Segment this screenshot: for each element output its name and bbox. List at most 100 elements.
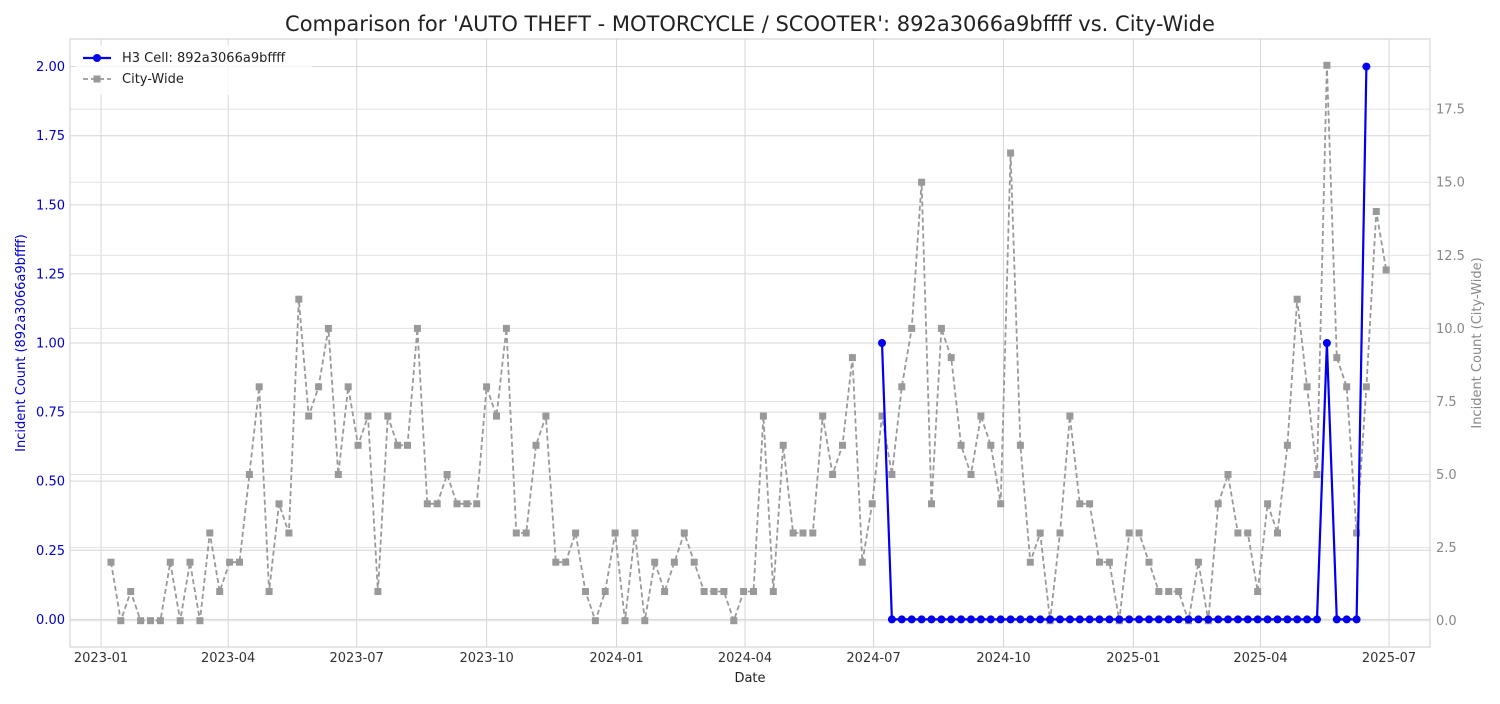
city-wide-point bbox=[1194, 558, 1202, 566]
right-y-axis-label: Incident Count (City-Wide) bbox=[1470, 257, 1485, 428]
city-wide-point bbox=[463, 500, 471, 508]
city-wide-point bbox=[868, 500, 876, 508]
h3-cell-point bbox=[1006, 615, 1015, 624]
city-wide-point bbox=[186, 558, 194, 566]
city-wide-point bbox=[413, 324, 421, 332]
city-wide-point bbox=[137, 617, 145, 625]
city-wide-point bbox=[700, 588, 708, 595]
x-tick-label: 2025-01 bbox=[1106, 651, 1160, 666]
city-wide-point bbox=[562, 558, 570, 566]
city-wide-point bbox=[1313, 471, 1321, 478]
city-wide-point bbox=[1303, 383, 1311, 391]
h3-cell-point bbox=[1085, 615, 1094, 624]
city-wide-point bbox=[255, 383, 263, 391]
right-y-tick-label: 12.5 bbox=[1436, 249, 1465, 264]
h3-cell-point bbox=[1115, 615, 1124, 624]
city-wide-point bbox=[354, 441, 362, 449]
city-wide-point bbox=[107, 558, 115, 566]
city-wide-point bbox=[433, 500, 441, 508]
city-wide-point bbox=[206, 529, 214, 537]
right-y-tick-label: 17.5 bbox=[1436, 103, 1465, 118]
city-wide-point bbox=[295, 295, 303, 303]
h3-cell-point bbox=[1322, 339, 1331, 347]
city-wide-point bbox=[582, 588, 589, 595]
h3-cell-point bbox=[1075, 615, 1084, 624]
series-city-wide bbox=[107, 61, 1390, 625]
h3-cell-point bbox=[1164, 615, 1173, 624]
x-tick-label: 2024-01 bbox=[589, 651, 643, 666]
city-wide-point bbox=[779, 441, 787, 449]
city-wide-point bbox=[265, 588, 273, 595]
h3-cell-point bbox=[957, 615, 966, 624]
city-wide-point bbox=[542, 412, 550, 420]
city-wide-point bbox=[710, 588, 718, 595]
chart-title: Comparison for 'AUTO THEFT - MOTORCYCLE … bbox=[285, 12, 1215, 36]
left-y-tick-label: 1.00 bbox=[36, 337, 65, 352]
city-wide-point bbox=[1274, 529, 1281, 537]
h3-cell-point bbox=[1204, 615, 1213, 624]
city-wide-point bbox=[324, 324, 332, 332]
city-wide-point bbox=[404, 441, 411, 449]
h3-cell-point bbox=[927, 615, 936, 624]
right-y-tick-label: 2.5 bbox=[1436, 541, 1457, 556]
series-layer bbox=[107, 61, 1390, 625]
left-y-axis-label: Incident Count (892a3066a9bffff) bbox=[14, 234, 29, 452]
city-wide-point bbox=[1056, 529, 1064, 537]
h3-cell-point bbox=[996, 615, 1005, 624]
city-wide-line bbox=[110, 64, 1388, 622]
city-wide-point bbox=[334, 471, 342, 478]
city-wide-point bbox=[1016, 441, 1024, 449]
city-wide-point bbox=[1076, 500, 1084, 508]
city-wide-point bbox=[918, 178, 926, 186]
legend-label-city: City-Wide bbox=[122, 72, 184, 87]
city-wide-point bbox=[789, 529, 797, 537]
h3-cell-point bbox=[1253, 615, 1262, 624]
city-wide-point bbox=[987, 441, 995, 449]
left-y-tick-label: 1.25 bbox=[36, 267, 65, 282]
city-wide-point bbox=[730, 617, 738, 625]
h3-cell-point bbox=[1135, 615, 1144, 624]
city-wide-point bbox=[809, 529, 817, 537]
right-y-tick-label: 0.0 bbox=[1436, 614, 1457, 629]
x-tick-label: 2023-10 bbox=[459, 651, 513, 666]
x-axis-label: Date bbox=[734, 671, 765, 686]
h3-cell-point bbox=[1056, 615, 1064, 624]
city-wide-point bbox=[1105, 558, 1113, 566]
city-wide-point bbox=[147, 617, 154, 625]
h3-cell-point bbox=[1342, 615, 1351, 624]
city-wide-point bbox=[690, 558, 698, 566]
h3-cell-point bbox=[947, 615, 956, 624]
city-wide-point bbox=[829, 471, 837, 478]
h3-cell-point bbox=[878, 339, 886, 347]
left-y-tick-label: 0.75 bbox=[36, 406, 65, 421]
legend-marker-city bbox=[93, 75, 101, 83]
h3-cell-point bbox=[1233, 615, 1242, 624]
h3-cell-point bbox=[1243, 615, 1252, 624]
city-wide-point bbox=[908, 324, 916, 332]
h3-cell-point bbox=[1273, 615, 1282, 624]
city-wide-point bbox=[1234, 529, 1242, 537]
city-wide-point bbox=[1026, 558, 1034, 566]
h3-cell-point bbox=[967, 615, 975, 624]
city-wide-point bbox=[957, 441, 965, 449]
city-wide-point bbox=[839, 441, 846, 449]
h3-cell-point bbox=[1352, 615, 1361, 624]
city-wide-point bbox=[898, 383, 906, 391]
city-wide-point bbox=[166, 558, 174, 566]
city-wide-point bbox=[512, 529, 520, 537]
city-wide-point bbox=[661, 588, 669, 595]
h3-cell-point bbox=[1362, 62, 1371, 71]
legend-frame bbox=[76, 45, 312, 95]
city-wide-point bbox=[572, 529, 580, 537]
city-wide-point bbox=[502, 324, 510, 332]
city-wide-point bbox=[1254, 588, 1262, 595]
city-wide-point bbox=[878, 412, 886, 420]
city-wide-point bbox=[315, 383, 323, 391]
city-wide-point bbox=[1323, 61, 1331, 69]
city-wide-point bbox=[997, 500, 1005, 508]
city-wide-point bbox=[819, 412, 827, 420]
h3-cell-point bbox=[1214, 615, 1223, 624]
city-wide-point bbox=[1175, 588, 1183, 595]
